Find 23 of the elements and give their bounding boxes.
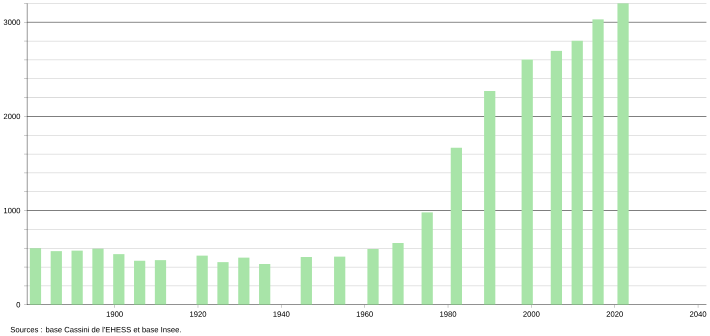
bar [50,251,62,305]
bar [238,258,250,305]
bar [72,250,83,305]
bar [196,256,208,305]
bar [367,249,379,305]
bar [334,256,346,305]
bar [92,248,104,305]
bar [217,262,229,305]
bar [484,91,496,305]
bar [30,248,42,305]
bar [522,60,533,305]
bar [572,40,583,305]
bar [550,50,562,305]
bar [392,243,404,305]
bar [450,148,462,305]
bar [134,260,146,305]
bar [154,260,166,305]
bar [113,254,124,305]
bar [617,4,629,305]
bar [592,20,604,305]
bar [422,212,433,305]
bar [259,264,270,305]
bar [300,257,312,305]
